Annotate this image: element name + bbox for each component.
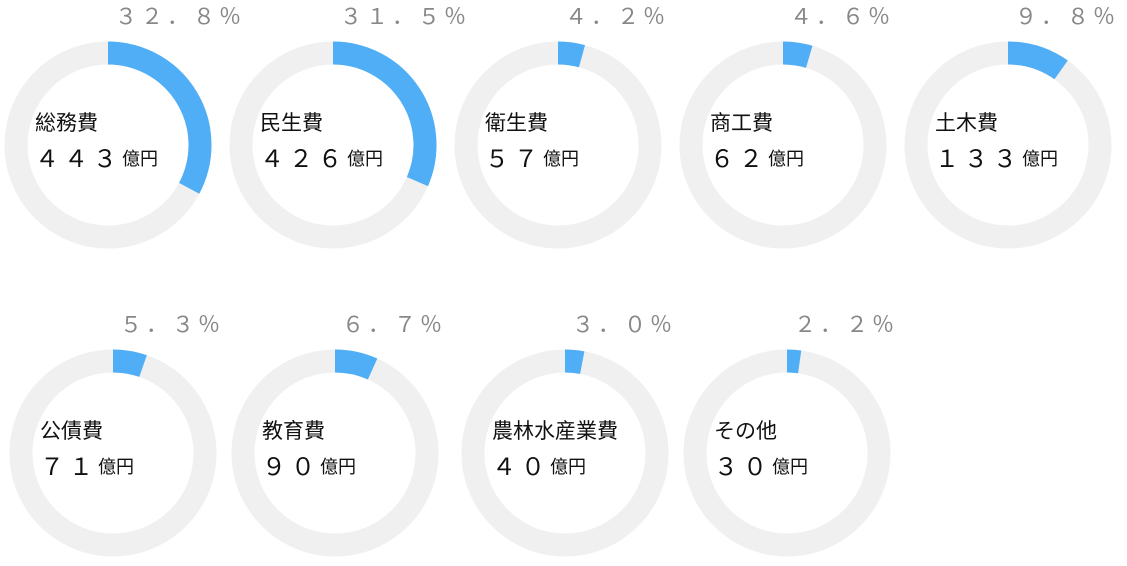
donut-chart: ５．３％ 公債費 ７１億円 bbox=[9, 313, 224, 557]
percent-label: ３２．８％ bbox=[115, 5, 245, 30]
category-label: 総務費 bbox=[35, 111, 98, 135]
category-label: 公債費 bbox=[40, 419, 103, 443]
category-label: 農林水産業費 bbox=[492, 419, 618, 443]
amount-label: ４４３億円 bbox=[35, 145, 158, 173]
category-label: 衛生費 bbox=[485, 111, 548, 135]
category-label: 教育費 bbox=[262, 419, 325, 443]
amount-unit: 億円 bbox=[320, 457, 356, 478]
amount-value: ６２ bbox=[710, 145, 768, 173]
amount-value: １３３ bbox=[935, 145, 1022, 173]
amount-unit: 億円 bbox=[768, 149, 804, 170]
amount-value: ４０ bbox=[492, 453, 550, 481]
amount-label: ６２億円 bbox=[710, 145, 804, 173]
donut-chart: ３．０％ 農林水産業費 ４０億円 bbox=[461, 313, 676, 557]
percent-label: ２．２％ bbox=[794, 313, 898, 338]
percent-label: ４．２％ bbox=[565, 5, 669, 30]
percent-label: ３１．５％ bbox=[340, 5, 470, 30]
amount-unit: 億円 bbox=[347, 149, 383, 170]
donut-arc bbox=[564, 349, 585, 374]
amount-label: ４２６億円 bbox=[260, 145, 383, 173]
percent-label: ５．３％ bbox=[120, 313, 224, 338]
amount-label: ９０億円 bbox=[262, 453, 356, 481]
donut-arc bbox=[332, 41, 437, 187]
amount-value: ７１ bbox=[40, 453, 98, 481]
category-label: その他 bbox=[714, 419, 777, 443]
amount-unit: 億円 bbox=[122, 149, 158, 170]
percent-label: ９．８％ bbox=[1015, 5, 1119, 30]
donut-arc bbox=[557, 41, 585, 68]
donut-arc bbox=[334, 349, 378, 380]
amount-label: ７１億円 bbox=[40, 453, 134, 481]
amount-value: ４２６ bbox=[260, 145, 347, 173]
amount-value: ５７ bbox=[485, 145, 543, 173]
amount-unit: 億円 bbox=[543, 149, 579, 170]
percent-label: ４．６％ bbox=[790, 5, 894, 30]
amount-label: １３３億円 bbox=[935, 145, 1058, 173]
amount-value: ３０ bbox=[714, 453, 772, 481]
donut-arc bbox=[1007, 41, 1068, 80]
amount-value: ４４３ bbox=[35, 145, 122, 173]
category-label: 民生費 bbox=[260, 111, 323, 135]
amount-unit: 億円 bbox=[772, 457, 808, 478]
percent-label: ６．７％ bbox=[342, 313, 446, 338]
donut-chart: ４．６％ 商工費 ６２億円 bbox=[679, 5, 894, 249]
amount-label: ４０億円 bbox=[492, 453, 586, 481]
percent-label: ３．０％ bbox=[572, 313, 676, 338]
donut-chart: ３２．８％ 総務費 ４４３億円 bbox=[4, 5, 245, 249]
donut-arc bbox=[107, 41, 212, 194]
amount-unit: 億円 bbox=[550, 457, 586, 478]
category-label: 土木費 bbox=[935, 111, 998, 135]
donut-chart: ６．７％ 教育費 ９０億円 bbox=[231, 313, 446, 557]
donut-chart: ９．８％ 土木費 １３３億円 bbox=[904, 5, 1119, 249]
donut-arc bbox=[786, 349, 802, 374]
donut-chart: ３１．５％ 民生費 ４２６億円 bbox=[229, 5, 470, 249]
amount-unit: 億円 bbox=[98, 457, 134, 478]
donut-chart: ４．２％ 衛生費 ５７億円 bbox=[454, 5, 669, 249]
category-label: 商工費 bbox=[710, 111, 773, 135]
donut-arc bbox=[782, 41, 813, 68]
amount-label: ３０億円 bbox=[714, 453, 808, 481]
amount-label: ５７億円 bbox=[485, 145, 579, 173]
amount-value: ９０ bbox=[262, 453, 320, 481]
donut-arc bbox=[112, 349, 147, 378]
amount-unit: 億円 bbox=[1022, 149, 1058, 170]
donut-chart: ２．２％ その他 ３０億円 bbox=[683, 313, 898, 557]
